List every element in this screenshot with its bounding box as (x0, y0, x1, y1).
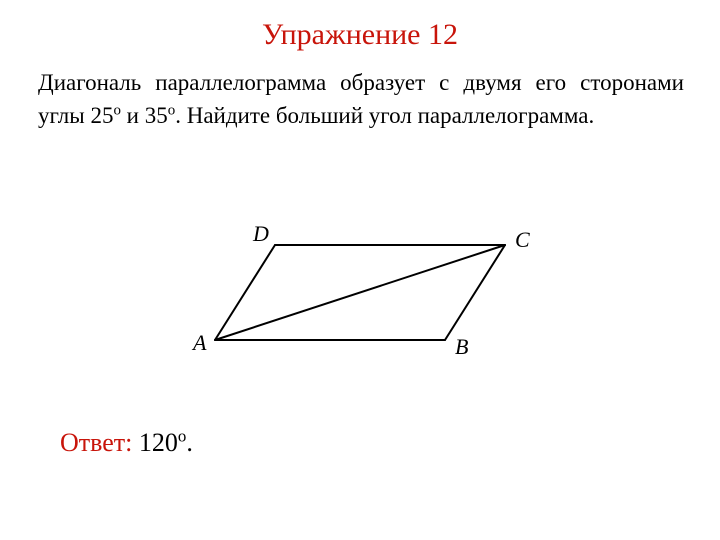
edge-BC (445, 245, 505, 340)
slide: Упражнение 12 Диагональ параллелограмма … (0, 0, 720, 540)
answer-line: Ответ: 120о. (60, 428, 193, 458)
exercise-title: Упражнение 12 (0, 18, 720, 52)
edge-AC (215, 245, 505, 340)
answer-value: 120о. (139, 428, 193, 457)
edge-DA (215, 245, 275, 340)
parallelogram-svg: A B C D (170, 205, 550, 375)
vertex-label-D: D (252, 221, 269, 246)
problem-statement: Диагональ параллелограмма образует с дву… (38, 66, 684, 133)
vertex-label-C: C (515, 227, 530, 252)
vertex-label-A: A (191, 330, 207, 355)
parallelogram-figure: A B C D (170, 205, 550, 375)
answer-label: Ответ: (60, 428, 132, 457)
vertex-label-B: B (455, 334, 468, 359)
